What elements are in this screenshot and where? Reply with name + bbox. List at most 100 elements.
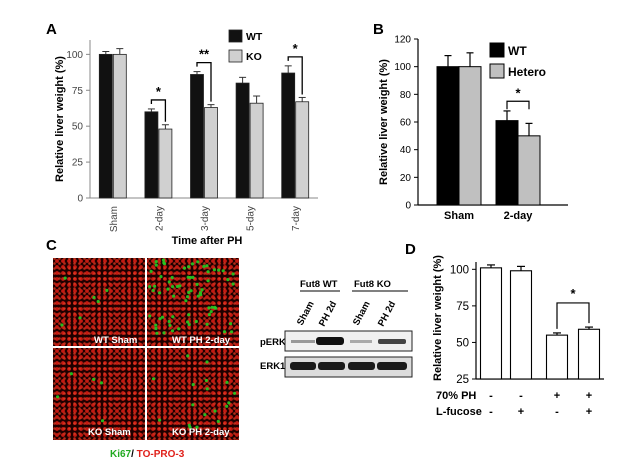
ki67-nucleus [210,305,214,309]
bar-wt-Sham [98,53,113,199]
ki67-nucleus [184,299,188,303]
ki67-nucleus [56,395,60,399]
bar-wt-2-day [495,120,519,206]
legend-label-ko: KO [246,51,262,63]
y-tick-label: 20 [400,173,412,184]
ki67-nucleus [69,372,73,376]
significance-marker: * [156,84,162,99]
bar-hetero-Sham [458,66,482,206]
x-tick-label: 2-day [154,206,165,231]
ki67-nucleus [213,305,217,309]
significance-bracket [287,56,303,95]
legend-swatch-wt [489,42,505,58]
ki67-nucleus [189,289,193,293]
legend-swatch-ko [228,49,243,63]
ki67-nucleus [209,310,213,314]
legend-swatch-hetero [489,63,505,79]
significance-marker: ** [199,47,210,62]
tile-label-wt-ph: WT PH 2-day [172,335,231,346]
ki67-nucleus [63,276,67,280]
ki67-nucleus [60,323,64,327]
ki67-nucleus [177,327,181,331]
row-value: - [489,406,493,418]
ki67-nucleus [205,387,209,391]
x-axis-title: Time after PH [172,235,243,247]
y-tick-label: 25 [72,158,84,169]
bar-ko-5-day [249,102,264,199]
blot-strip-perk [284,330,413,352]
blot-lane-1: Sham [295,299,317,327]
ki67-nucleus [170,329,175,333]
ki67-nucleus [188,275,192,280]
bar-ko-2-day [158,128,173,199]
blot-group-fut8-wt: Fut8 WT [300,279,338,290]
x-tick-label: Sham [109,206,120,232]
ki67-nucleus [151,288,155,293]
y-tick-label: 80 [400,90,412,101]
ki67-nucleus [166,287,170,291]
ki67-nucleus [206,270,210,274]
ki67-nucleus [205,360,209,364]
row-value: + [518,406,524,418]
y-tick-label: 0 [77,194,83,205]
significance-marker: * [570,286,576,301]
ki67-nucleus [187,265,191,269]
ki67-nucleus [202,264,206,268]
panel-label-a: A [46,21,57,38]
row-value: + [586,390,592,402]
significance-marker: * [293,41,299,56]
x-tick-label: 3-day [200,206,211,231]
significance-bracket [506,100,530,110]
stain-separator: / [131,449,134,460]
y-tick-label: 120 [394,35,411,46]
y-tick-label: 75 [72,86,84,97]
ki67-nucleus [182,266,187,270]
ki67-nucleus [195,425,199,429]
ki67-nucleus [78,316,82,320]
y-tick-label: 100 [66,50,83,61]
significance-bracket [556,302,590,329]
ki67-nucleus [225,404,229,408]
panel-label-b: B [373,21,384,38]
ki67-nucleus [188,425,192,429]
y-axis-title: Relative liver weight (%) [54,56,66,182]
ki67-nucleus [231,282,235,286]
stain-ki67: Ki67 [110,449,132,460]
blot-lane-3: Sham [351,299,373,327]
row-label-0: 70% PH [436,390,476,402]
y-tick-label: 50 [456,337,469,349]
legend-swatch-wt [228,29,243,43]
y-axis-title: Relative liver weight (%) [378,59,390,185]
ki67-nucleus [175,284,180,289]
ki67-nucleus [226,278,230,282]
x-tick-label: 5-day [246,206,257,231]
ki67-nucleus [105,288,109,292]
bar-wt-7-day [281,72,296,199]
ki67-nucleus [159,275,163,279]
ki67-nucleus [191,275,195,279]
ki67-positive-nuclei [56,258,237,429]
bar-wt-3-day [190,74,204,199]
panel-label-c: C [46,237,57,254]
bar-g3 [545,334,569,380]
ki67-nucleus [170,275,174,280]
ki67-nucleus [221,269,225,273]
ki67-nucleus [227,401,231,405]
ki67-nucleus [205,322,209,326]
ki67-nucleus [205,264,209,268]
blot-row-erk1: ERK1 [260,361,286,372]
x-tick-label: 2-day [504,210,534,222]
ki67-nucleus [162,331,166,335]
ki67-nucleus [195,282,199,286]
blot-row-perk: pERK [260,337,286,348]
y-tick-label: 100 [394,62,411,73]
x-tick-label: 7-day [291,206,302,231]
ki67-nucleus [92,295,96,300]
bar-g1 [479,267,503,380]
row-value: + [554,390,560,402]
ki67-nucleus [167,280,171,284]
ki67-nucleus [167,319,171,324]
tile-label-ko-ph: KO PH 2-day [172,427,230,438]
ki67-nucleus [196,294,200,298]
